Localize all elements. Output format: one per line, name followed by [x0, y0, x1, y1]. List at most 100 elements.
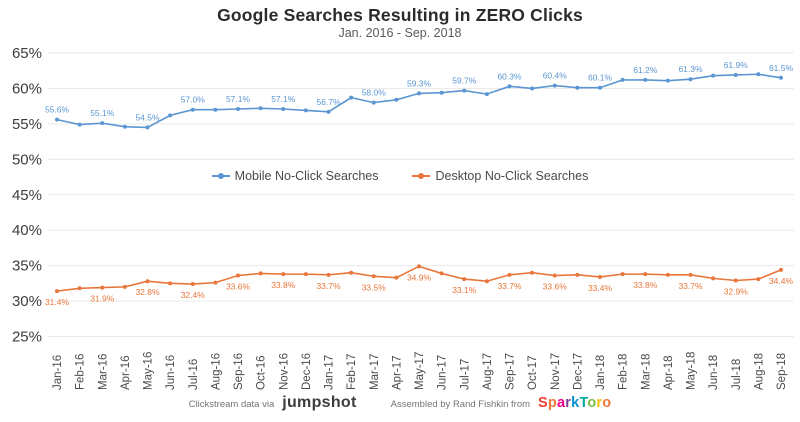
data-point	[168, 281, 173, 286]
x-tick-label: Feb-17	[346, 354, 358, 390]
data-label: 33.7%	[678, 281, 703, 291]
data-point	[598, 85, 602, 90]
x-tick-label: May-16	[143, 352, 155, 390]
data-point	[779, 267, 783, 272]
data-point	[779, 75, 783, 80]
data-label: 32.4%	[181, 290, 206, 300]
data-label: 34.9%	[407, 272, 432, 282]
data-point	[688, 77, 693, 82]
data-point	[394, 275, 399, 280]
credit-left-text: Clickstream data via	[188, 399, 275, 410]
data-label: 55.6%	[45, 105, 70, 115]
x-tick-label: Jul-16	[188, 359, 200, 390]
data-label: 59.3%	[407, 78, 432, 88]
data-point	[55, 289, 59, 294]
jumpshot-logo: jumpshot	[282, 394, 357, 411]
x-tick-label: Sep-18	[776, 353, 788, 390]
data-point	[145, 279, 150, 284]
credit-right-text: Assembled by Rand Fishkin from	[390, 399, 531, 410]
sparktoro-letter: p	[547, 395, 557, 411]
y-tick-label: 30%	[12, 293, 42, 310]
x-tick-label: Mar-18	[640, 354, 652, 390]
data-point	[756, 72, 761, 77]
data-label: 56.7%	[316, 97, 341, 107]
data-label: 33.7%	[316, 281, 341, 291]
data-point	[711, 73, 716, 78]
data-label: 60.3%	[497, 71, 522, 81]
data-label: 54.5%	[135, 112, 160, 122]
y-tick-label: 50%	[12, 151, 42, 168]
data-point	[349, 270, 354, 275]
data-point	[213, 107, 218, 112]
data-point	[303, 272, 308, 277]
legend-item-desktop: Desktop No-Click Searches	[412, 169, 588, 183]
data-point	[168, 113, 173, 118]
legend-label-mobile: Mobile No-Click Searches	[234, 169, 379, 183]
data-point	[258, 106, 263, 111]
x-tick-label: Apr-18	[663, 355, 675, 390]
data-label: 60.4%	[543, 71, 568, 81]
y-tick-label: 25%	[12, 329, 42, 346]
x-tick-label: May-17	[414, 352, 426, 390]
x-tick-label: Mar-16	[97, 354, 109, 390]
data-point	[575, 272, 580, 277]
data-point	[281, 272, 286, 277]
data-point	[598, 274, 602, 279]
data-point	[620, 272, 625, 277]
data-point	[439, 90, 444, 95]
data-point	[258, 271, 263, 276]
x-tick-label: Apr-17	[391, 355, 403, 390]
data-point	[55, 117, 59, 122]
data-point	[439, 271, 444, 276]
data-point	[145, 125, 150, 130]
data-label: 61.5%	[769, 63, 794, 73]
data-point	[733, 278, 738, 283]
data-point	[643, 272, 648, 277]
sparktoro-letter: r	[596, 395, 603, 411]
data-label: 32.9%	[724, 287, 749, 297]
data-point	[688, 272, 693, 277]
data-label: 58.0%	[362, 88, 387, 98]
data-point	[733, 72, 738, 77]
data-label: 33.1%	[452, 285, 477, 295]
sparktoro-letter: a	[556, 395, 566, 411]
data-point	[236, 273, 240, 278]
y-tick-label: 55%	[12, 116, 42, 133]
data-point	[552, 273, 557, 278]
x-tick-label: Jun-18	[708, 355, 720, 390]
data-point	[77, 122, 82, 127]
data-label: 60.1%	[588, 73, 613, 83]
desktop-line-marker-icon	[412, 171, 431, 181]
x-tick-label: Jul-18	[731, 359, 743, 390]
x-tick-label: Nov-16	[278, 353, 290, 390]
data-label: 55.1%	[90, 108, 115, 118]
sparktoro-letter: o	[587, 395, 597, 411]
x-tick-label: Sep-16	[233, 353, 245, 390]
legend-item-mobile: Mobile No-Click Searches	[211, 169, 379, 183]
x-tick-label: Sep-17	[505, 353, 517, 390]
data-point	[100, 121, 105, 126]
data-point	[371, 100, 376, 105]
y-tick-label: 65%	[12, 45, 42, 62]
data-point	[190, 107, 195, 112]
x-tick-label: Jan-16	[52, 355, 64, 390]
data-label: 57.0%	[181, 95, 206, 105]
legend-label-desktop: Desktop No-Click Searches	[435, 169, 589, 183]
y-tick-label: 40%	[12, 222, 42, 239]
data-point	[530, 86, 535, 91]
x-tick-label: Oct-16	[256, 355, 268, 390]
y-tick-label: 60%	[12, 80, 42, 97]
footer-credits: Clickstream data via jumpshot Assembled …	[0, 394, 800, 412]
data-point	[711, 276, 716, 281]
x-tick-label: Jan-18	[595, 355, 607, 390]
data-point	[665, 272, 670, 277]
data-point	[77, 286, 82, 291]
data-label: 33.7%	[497, 281, 522, 291]
chart-title: Google Searches Resulting in ZERO Clicks	[217, 5, 583, 25]
sparktoro-letter: S	[538, 395, 548, 411]
data-point	[620, 77, 625, 82]
data-label: 61.2%	[633, 65, 658, 75]
data-point	[462, 277, 467, 282]
x-tick-label: Feb-18	[618, 354, 630, 390]
data-point	[417, 264, 421, 269]
